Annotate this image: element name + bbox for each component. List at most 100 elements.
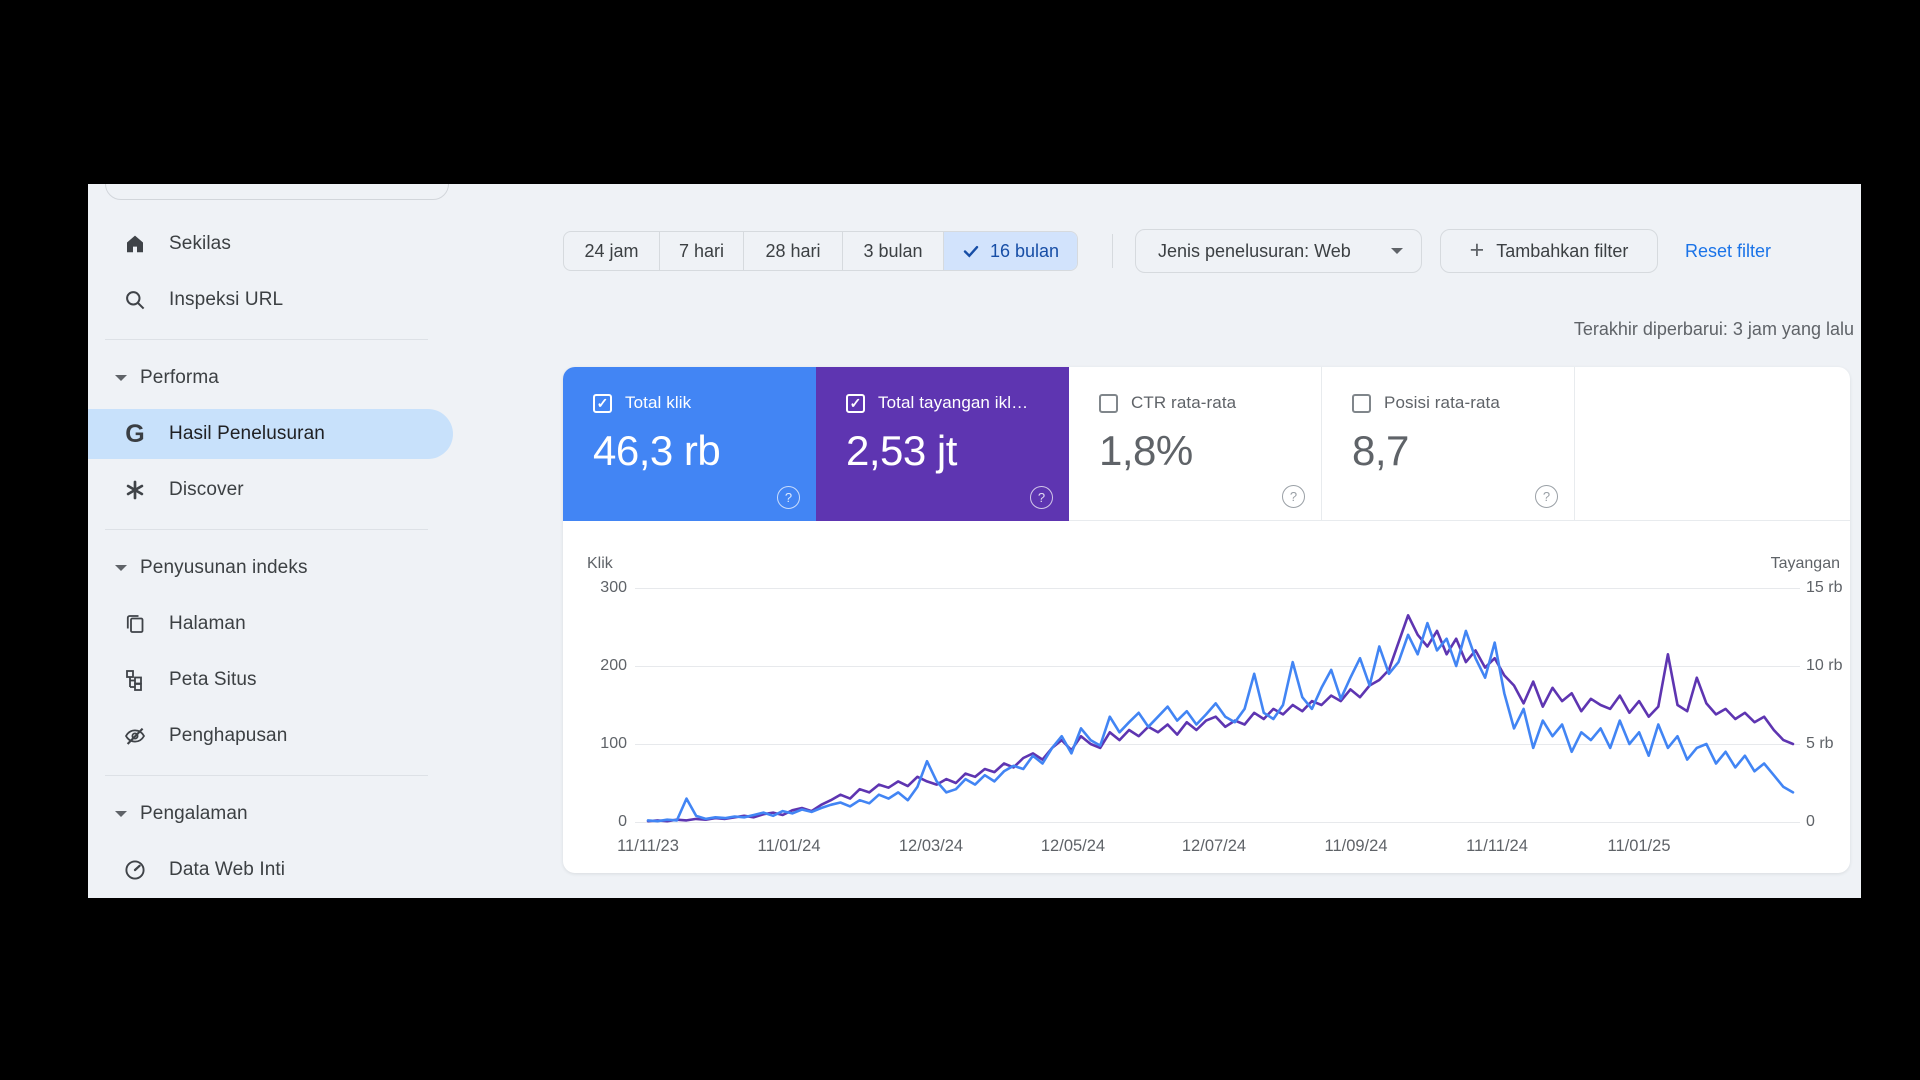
date-range-24-jam[interactable]: 24 jam: [584, 240, 639, 261]
sidebar-section-label: Pengalaman: [140, 803, 248, 824]
asterisk-icon: [122, 477, 148, 503]
right-axis-tick: 0: [1806, 813, 1815, 830]
sidebar-item-label: Halaman: [169, 613, 246, 634]
search-type-label: Jenis penelusuran: Web: [1158, 240, 1351, 261]
pages-icon: [122, 611, 148, 637]
home-icon: [122, 231, 148, 257]
left-axis-title: Klik: [587, 555, 613, 572]
metric-value: 2,53 jt: [846, 427, 957, 474]
metric-label: Total klik: [625, 393, 692, 412]
x-axis-label: 12/05/24: [1040, 837, 1106, 855]
check-icon: [962, 242, 980, 260]
sidebar-divider: [105, 529, 428, 530]
metric-card-3[interactable]: Posisi rata-rata 8,7 ?: [1322, 367, 1575, 521]
x-axis-label: 11/01/24: [757, 837, 821, 855]
metric-value: 1,8%: [1099, 427, 1193, 474]
sidebar-item-label: Penghapusan: [169, 725, 288, 746]
last-updated-text: Terakhir diperbarui: 3 jam yang lalu: [1573, 319, 1854, 339]
right-axis-title: Tayangan: [1770, 555, 1840, 572]
help-icon[interactable]: ?: [1535, 485, 1558, 508]
sidebar-item-label: Sekilas: [169, 233, 231, 254]
sidebar-item-data-web-inti[interactable]: Data Web Inti: [88, 842, 454, 898]
sidebar-item-label: Hasil Penelusuran: [169, 423, 325, 444]
plus-icon: +: [1469, 235, 1485, 264]
gridline: [635, 666, 1800, 667]
sidebar-item-label: Discover: [169, 479, 244, 500]
right-axis-tick: 15 rb: [1806, 579, 1843, 596]
checkbox-checked-icon[interactable]: ✓: [846, 393, 865, 413]
metric-label: Total tayangan ikl…: [878, 393, 1029, 412]
chevron-down-icon: [1391, 248, 1403, 254]
right-axis-tick: 10 rb: [1806, 657, 1843, 674]
date-range-7-hari[interactable]: 7 hari: [659, 232, 743, 270]
help-icon[interactable]: ?: [1282, 485, 1305, 508]
help-icon[interactable]: ?: [1030, 486, 1053, 509]
sidebar-item-penghapusan[interactable]: Penghapusan: [88, 708, 454, 764]
metric-value: 8,7: [1352, 427, 1409, 474]
sidebar-divider: [105, 775, 428, 776]
sidebar-section-label: Performa: [140, 367, 219, 388]
sidebar-item-sekilas[interactable]: Sekilas: [88, 216, 454, 272]
left-axis-tick: 0: [618, 813, 627, 830]
sidebar-item-inspeksi-url[interactable]: Inspeksi URL: [88, 272, 454, 328]
eye-off-icon: [122, 723, 148, 749]
sidebar-item-halaman[interactable]: Halaman: [88, 596, 454, 652]
help-icon[interactable]: ?: [777, 486, 800, 509]
left-axis-tick: 300: [600, 579, 627, 596]
filter-divider: [1112, 234, 1113, 268]
sidebar-item-label: Inspeksi URL: [169, 289, 284, 310]
metric-value: 46,3 rb: [593, 427, 721, 474]
performance-panel: ✓ Total klik 46,3 rb ? ✓ Total tayangan …: [563, 367, 1850, 873]
sidebar-section-label: Penyusunan indeks: [140, 557, 308, 578]
metric-label: CTR rata-rata: [1131, 393, 1237, 412]
gridline: [635, 744, 1800, 745]
right-axis-tick: 5 rb: [1806, 735, 1834, 752]
checkbox-checked-icon[interactable]: ✓: [593, 393, 612, 413]
app-window: Sekilas Inspeksi URL Performa G Hasil Pe…: [88, 184, 1861, 898]
metric-card-2[interactable]: CTR rata-rata 1,8% ?: [1069, 367, 1322, 521]
google-g-icon: G: [125, 419, 145, 448]
sidebar-divider: [105, 339, 428, 340]
metric-label: Posisi rata-rata: [1384, 393, 1500, 412]
x-axis-label: 12/07/24: [1181, 837, 1247, 855]
sidebar: Sekilas Inspeksi URL Performa G Hasil Pe…: [88, 184, 454, 898]
chevron-down-icon: [115, 811, 127, 817]
checkbox-unchecked-icon[interactable]: [1352, 393, 1371, 413]
add-filter-label: Tambahkan filter: [1496, 240, 1629, 261]
x-axis-label: 11/11/23: [617, 837, 679, 855]
date-range-label: 16 bulan: [989, 240, 1060, 261]
gridline: [635, 588, 1800, 589]
sidebar-item-label: Data Web Inti: [169, 859, 286, 880]
date-range-16-bulan[interactable]: 16 bulan: [943, 232, 1077, 270]
x-axis-label: 11/01/25: [1607, 837, 1671, 855]
x-axis-label: 11/11/24: [1466, 837, 1528, 855]
add-filter-button[interactable]: + Tambahkan filter: [1440, 229, 1658, 273]
metrics-row: ✓ Total klik 46,3 rb ? ✓ Total tayangan …: [563, 367, 1850, 521]
sidebar-section-performa[interactable]: Performa: [88, 350, 454, 406]
x-axis-label: 12/03/24: [898, 837, 964, 855]
left-axis-tick: 200: [600, 657, 627, 674]
sidebar-spacer: [88, 184, 454, 216]
metrics-filler: [1575, 367, 1850, 521]
metric-card-1[interactable]: ✓ Total tayangan ikl… 2,53 jt ?: [816, 367, 1069, 521]
x-axis-label: 11/09/24: [1324, 837, 1388, 855]
sitemap-icon: [122, 667, 148, 693]
reset-filter-button[interactable]: Reset filter: [1685, 241, 1772, 261]
gridline: [635, 822, 1800, 823]
sidebar-section-penyusunan-indeks[interactable]: Penyusunan indeks: [88, 540, 454, 596]
sidebar-item-hasil-penelusuran[interactable]: G Hasil Penelusuran: [88, 409, 453, 459]
chevron-down-icon: [115, 565, 127, 571]
chart-svg[interactable]: [646, 588, 1795, 823]
search-type-dropdown[interactable]: Jenis penelusuran: Web: [1135, 229, 1422, 273]
chevron-down-icon: [115, 375, 127, 381]
sidebar-item-discover[interactable]: Discover: [88, 462, 454, 518]
metric-card-0[interactable]: ✓ Total klik 46,3 rb ?: [563, 367, 816, 521]
checkbox-unchecked-icon[interactable]: [1099, 393, 1118, 413]
date-range-28-hari[interactable]: 28 hari: [743, 232, 842, 270]
sidebar-item-peta-situs[interactable]: Peta Situs: [88, 652, 454, 708]
sidebar-section-pengalaman[interactable]: Pengalaman: [88, 786, 454, 842]
left-axis-tick: 100: [600, 735, 627, 752]
date-range-3-bulan[interactable]: 3 bulan: [842, 232, 943, 270]
sidebar-item-label: Peta Situs: [169, 669, 257, 690]
gauge-icon: [122, 857, 148, 883]
